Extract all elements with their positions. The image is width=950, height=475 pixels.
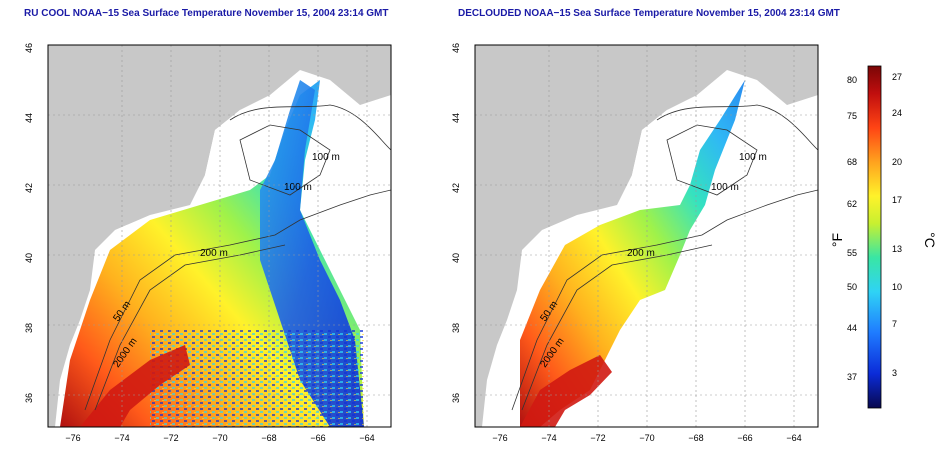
left-contours	[84, 104, 391, 411]
celsius-tick: 13	[892, 244, 902, 254]
right-contour-label: 100 m	[739, 152, 767, 163]
left-y-axis: 46 44 42 40 38 36	[24, 43, 34, 403]
right-gulf-stream	[520, 355, 612, 427]
celsius-tick: 20	[892, 157, 902, 167]
fahrenheit-tick: 68	[847, 157, 857, 167]
right-x-tick: −76	[492, 433, 507, 443]
right-y-tick: 42	[451, 183, 461, 193]
right-y-tick: 40	[451, 253, 461, 263]
left-x-tick: −76	[65, 433, 80, 443]
left-x-tick: −66	[310, 433, 325, 443]
left-speckle-noise	[150, 330, 364, 427]
left-land	[48, 45, 391, 427]
fahrenheit-tick: 75	[847, 111, 857, 121]
right-map-panel: 100 m 100 m 200 m 50 m 2000 m −76 −74 −7…	[451, 43, 819, 443]
right-x-tick: −72	[590, 433, 605, 443]
fahrenheit-tick: 55	[847, 248, 857, 258]
fahrenheit-tick: 50	[847, 282, 857, 292]
left-gulf-stream	[80, 345, 190, 427]
right-x-tick: −66	[737, 433, 752, 443]
left-x-tick: −70	[212, 433, 227, 443]
left-y-tick: 40	[24, 253, 34, 263]
fahrenheit-tick: 44	[847, 323, 857, 333]
colorbar-fahrenheit-ticks: 80 75 68 62 55 50 44 37	[847, 75, 857, 382]
right-x-tick: −68	[688, 433, 703, 443]
colorbar-gradient	[867, 65, 882, 409]
right-x-tick: −64	[786, 433, 801, 443]
celsius-tick: 10	[892, 282, 902, 292]
right-y-tick: 44	[451, 113, 461, 123]
left-map-frame	[47, 44, 392, 428]
left-map-panel: 100 m 100 m 200 m 50 m 2000 m −76 −74 −7…	[24, 43, 392, 443]
left-panel-title: RU COOL NOAA−15 Sea Surface Temperature …	[24, 8, 389, 19]
right-contours	[511, 104, 818, 411]
fahrenheit-tick: 37	[847, 372, 857, 382]
right-panel-title: DECLOUDED NOAA−15 Sea Surface Temperatur…	[458, 8, 840, 19]
right-map-frame	[474, 44, 819, 428]
left-y-tick: 42	[24, 183, 34, 193]
right-y-tick: 46	[451, 43, 461, 53]
celsius-tick: 7	[892, 319, 897, 329]
right-sst-field	[520, 80, 745, 427]
fahrenheit-tick: 62	[847, 199, 857, 209]
right-contour-label: 200 m	[627, 248, 655, 259]
right-contour-label: 100 m	[711, 182, 739, 193]
celsius-tick: 24	[892, 108, 902, 118]
left-y-tick: 46	[24, 43, 34, 53]
left-y-tick: 38	[24, 323, 34, 333]
right-x-tick: −74	[541, 433, 556, 443]
left-x-tick: −74	[114, 433, 129, 443]
colorbar: 80 75 68 62 55 50 44 37 27 24 20 17 13 1…	[829, 65, 938, 409]
celsius-tick: 27	[892, 72, 902, 82]
left-y-tick: 36	[24, 393, 34, 403]
right-y-tick: 36	[451, 393, 461, 403]
celsius-tick: 3	[892, 368, 897, 378]
left-x-tick: −72	[163, 433, 178, 443]
colorbar-celsius-ticks: 27 24 20 17 13 10 7 3	[892, 72, 902, 378]
colorbar-fahrenheit-unit: °F	[829, 233, 845, 247]
right-y-tick: 38	[451, 323, 461, 333]
left-contour-label: 100 m	[312, 152, 340, 163]
right-y-axis: 46 44 42 40 38 36	[451, 43, 461, 403]
left-x-tick: −64	[359, 433, 374, 443]
right-x-axis: −76 −74 −72 −70 −68 −66 −64	[492, 433, 801, 443]
colorbar-celsius-unit: °C	[922, 232, 938, 248]
right-grid	[475, 45, 818, 427]
fahrenheit-tick: 80	[847, 75, 857, 85]
right-land	[475, 45, 818, 427]
left-x-tick: −68	[261, 433, 276, 443]
left-y-tick: 44	[24, 113, 34, 123]
right-x-tick: −70	[639, 433, 654, 443]
celsius-tick: 17	[892, 195, 902, 205]
left-x-axis: −76 −74 −72 −70 −68 −66 −64	[65, 433, 374, 443]
left-grid	[48, 45, 391, 427]
left-contour-label: 200 m	[200, 248, 228, 259]
left-contour-label: 100 m	[284, 182, 312, 193]
